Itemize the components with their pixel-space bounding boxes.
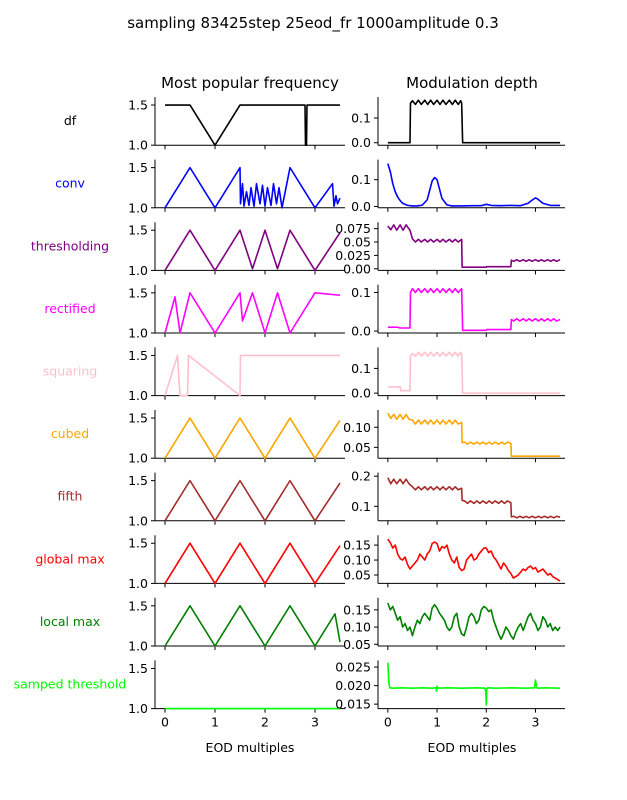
right-y-tick-label-samped-threshold: 0.025 <box>335 660 371 675</box>
left-y-tick-label-squaring: 1.0 <box>128 388 148 403</box>
left-y-tick-label-local-max: 1.0 <box>128 639 148 654</box>
right-series-line-global-max <box>387 538 561 582</box>
left-y-tick-label-cubed: 1.0 <box>128 451 148 466</box>
left-y-tick-label-samped-threshold: 1.0 <box>128 701 148 716</box>
right-series-line-df <box>387 99 561 144</box>
row-label-local-max: local max <box>40 614 100 629</box>
left-series-line-global-max <box>164 542 341 585</box>
left-y-tick-label-conv: 1.0 <box>128 200 148 215</box>
right-series-line-cubed <box>387 412 561 457</box>
right-y-tick-label-squaring: 0.1 <box>351 361 371 376</box>
left-y-tick-label-fifth: 1.0 <box>128 513 148 528</box>
row-label-global-max: global max <box>35 551 104 566</box>
right-y-tick-label-cubed: 0.05 <box>343 440 371 455</box>
left-y-tick-label-global-max: 1.0 <box>128 576 148 591</box>
right-series-line-samped-threshold <box>387 662 561 706</box>
right-x-tick-label: 2 <box>482 715 490 730</box>
right-y-tick-label-samped-threshold: 0.015 <box>335 697 371 712</box>
left-x-tick-label: 2 <box>261 715 269 730</box>
left-x-tick-label: 0 <box>161 715 169 730</box>
right-y-tick-label-local-max: 0.05 <box>343 637 371 652</box>
left-y-tick-label-samped-threshold: 1.5 <box>128 661 148 676</box>
row-label-squaring: squaring <box>43 364 98 379</box>
right-series-line-thresholding <box>387 224 561 268</box>
column-title-modulation-depth: Modulation depth <box>406 74 538 92</box>
left-x-tick-label: 1 <box>211 715 219 730</box>
left-series-line-squaring <box>164 354 340 397</box>
right-series-line-conv <box>387 163 561 207</box>
left-series-line-local-max <box>164 605 341 647</box>
left-y-tick-label-df: 1.0 <box>128 138 148 153</box>
right-y-tick-label-conv: 0.1 <box>351 172 371 187</box>
right-x-tick-label: 3 <box>531 715 539 730</box>
right-y-tick-label-local-max: 0.15 <box>343 602 371 617</box>
left-y-tick-label-squaring: 1.5 <box>128 348 148 363</box>
row-label-conv: conv <box>55 176 85 191</box>
row-label-samped-threshold: samped threshold <box>14 677 127 692</box>
right-y-tick-label-global-max: 0.10 <box>343 553 371 568</box>
right-y-tick-label-thresholding: 0.05 <box>343 235 371 250</box>
left-y-tick-label-df: 1.5 <box>128 98 148 113</box>
right-series-line-squaring <box>387 351 561 394</box>
left-y-tick-label-rectified: 1.0 <box>128 326 148 341</box>
right-y-tick-label-fifth: 0.2 <box>351 469 371 484</box>
right-y-tick-label-rectified: 0.0 <box>351 324 371 339</box>
right-y-tick-label-thresholding: 0.025 <box>335 248 371 263</box>
right-y-tick-label-local-max: 0.10 <box>343 620 371 635</box>
row-label-cubed: cubed <box>51 426 89 441</box>
left-x-axis-label: EOD multiples <box>206 740 295 755</box>
right-y-tick-label-df: 0.0 <box>351 135 371 150</box>
right-series-line-local-max <box>387 602 561 640</box>
subplot-grid: df 1.0 1.5 0.0 0.1 conv 1.0 1.5 0.0 0.1 thresholdi… <box>14 97 565 730</box>
right-y-tick-label-global-max: 0.15 <box>343 538 371 553</box>
right-y-tick-label-samped-threshold: 0.020 <box>335 678 371 693</box>
left-y-tick-label-global-max: 1.5 <box>128 536 148 551</box>
right-series-line-fifth <box>387 477 561 519</box>
right-series-line-rectified <box>387 287 561 332</box>
right-y-tick-label-global-max: 0.05 <box>343 568 371 583</box>
left-y-tick-label-conv: 1.5 <box>128 160 148 175</box>
right-y-tick-label-fifth: 0.1 <box>351 499 371 514</box>
row-label-rectified: rectified <box>44 301 95 316</box>
left-series-line-thresholding <box>164 229 341 272</box>
left-series-line-fifth <box>164 479 341 522</box>
right-y-tick-label-cubed: 0.10 <box>343 420 371 435</box>
right-y-tick-label-thresholding: 0.075 <box>335 221 371 236</box>
left-y-tick-label-fifth: 1.5 <box>128 473 148 488</box>
right-y-tick-label-rectified: 0.1 <box>351 285 371 300</box>
left-y-tick-label-rectified: 1.5 <box>128 285 148 300</box>
row-label-fifth: fifth <box>58 489 83 504</box>
right-y-tick-label-df: 0.1 <box>351 111 371 126</box>
row-label-thresholding: thresholding <box>31 238 109 253</box>
right-y-tick-label-conv: 0.0 <box>351 199 371 214</box>
right-y-tick-label-squaring: 0.0 <box>351 386 371 401</box>
left-y-tick-label-local-max: 1.5 <box>128 598 148 613</box>
right-x-axis-label: EOD multiples <box>428 740 517 755</box>
right-x-tick-label: 0 <box>384 715 392 730</box>
left-y-tick-label-thresholding: 1.0 <box>128 263 148 278</box>
left-y-tick-label-cubed: 1.5 <box>128 411 148 426</box>
column-title-most-popular-frequency: Most popular frequency <box>161 74 339 92</box>
left-series-line-df <box>165 104 340 146</box>
right-x-tick-label: 1 <box>433 715 441 730</box>
left-y-tick-label-thresholding: 1.5 <box>128 223 148 238</box>
figure-suptitle: sampling 83425step 25eod_fr 1000amplitud… <box>127 14 499 33</box>
left-series-line-rectified <box>164 292 341 334</box>
left-series-line-conv <box>164 166 341 209</box>
left-series-line-cubed <box>164 417 341 459</box>
right-y-tick-label-thresholding: 0.00 <box>343 261 371 276</box>
row-label-df: df <box>64 113 77 128</box>
left-x-tick-label: 3 <box>311 715 319 730</box>
